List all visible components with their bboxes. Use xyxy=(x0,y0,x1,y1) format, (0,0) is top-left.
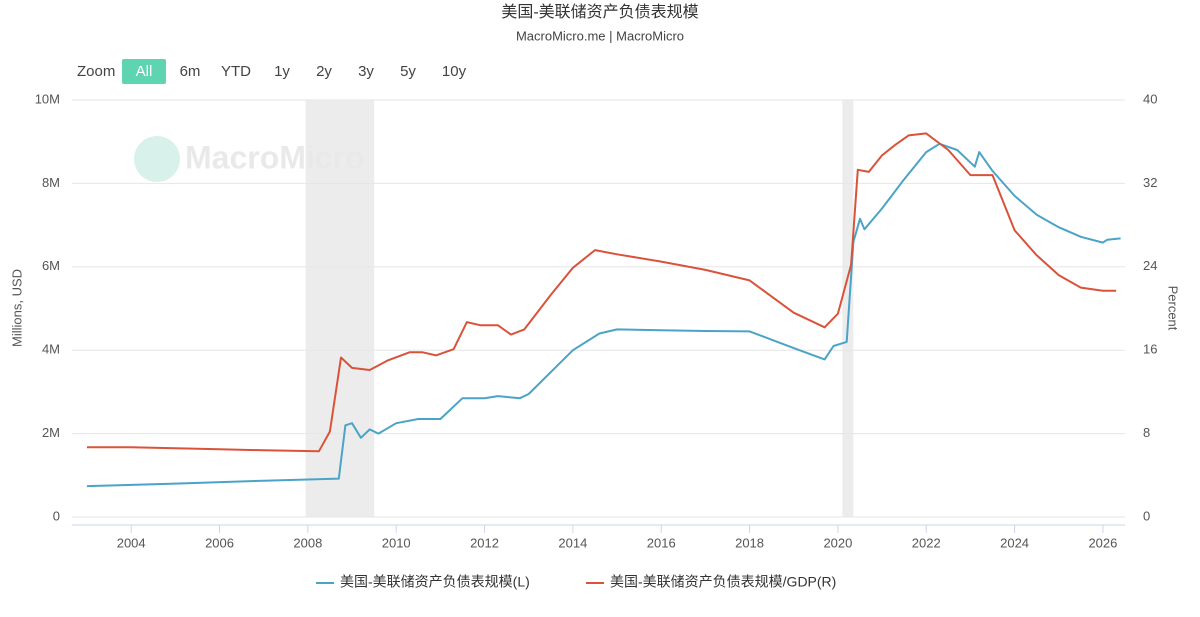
y2-tick-label: 16 xyxy=(1143,342,1157,357)
x-tick-label: 2004 xyxy=(117,535,146,550)
y2-tick-label: 32 xyxy=(1143,175,1157,190)
x-tick-label: 2012 xyxy=(470,535,499,550)
x-tick-label: 2018 xyxy=(735,535,764,550)
zoom-button[interactable]: 3y xyxy=(358,63,374,80)
series-line xyxy=(87,132,1117,453)
zoom-button[interactable]: 10y xyxy=(442,63,467,80)
x-tick-label: 2026 xyxy=(1088,535,1117,550)
y-axis-title: Millions, USD xyxy=(9,269,24,347)
y-tick-label: 8M xyxy=(42,175,60,190)
zoom-button-bg xyxy=(122,59,166,84)
y2-tick-label: 8 xyxy=(1143,425,1150,440)
y2-tick-label: 24 xyxy=(1143,258,1157,273)
y2-tick-label: 0 xyxy=(1143,508,1150,523)
x-tick-label: 2008 xyxy=(293,535,322,550)
recession-band xyxy=(842,100,854,517)
x-tick-label: 2020 xyxy=(823,535,852,550)
recession-band xyxy=(305,100,375,517)
chart-subtitle: MacroMicro.me | MacroMicro xyxy=(516,28,684,43)
x-tick-label: 2024 xyxy=(1000,535,1029,550)
x-tick-label: 2006 xyxy=(205,535,234,550)
y-tick-label: 6M xyxy=(42,258,60,273)
legend-label: 美国-美联储资产负债表规模(L) xyxy=(340,574,530,590)
y2-axis-title: Percent xyxy=(1166,286,1181,331)
zoom-button[interactable]: YTD xyxy=(221,63,251,80)
x-tick-label: 2010 xyxy=(382,535,411,550)
x-tick-label: 2022 xyxy=(912,535,941,550)
y-tick-label: 4M xyxy=(42,342,60,357)
y-tick-label: 0 xyxy=(53,508,60,523)
x-tick-label: 2016 xyxy=(647,535,676,550)
x-tick-label: 2014 xyxy=(558,535,587,550)
zoom-button[interactable]: 5y xyxy=(400,63,416,80)
y2-tick-label: 40 xyxy=(1143,91,1157,106)
zoom-label: Zoom xyxy=(77,63,115,80)
zoom-button[interactable]: 2y xyxy=(316,63,332,80)
chart-title: 美国-美联储资产负债表规模 xyxy=(501,3,698,21)
y-tick-label: 10M xyxy=(35,91,60,106)
y-tick-label: 2M xyxy=(42,425,60,440)
zoom-button[interactable]: 6m xyxy=(180,63,201,80)
series-line xyxy=(86,142,1121,488)
watermark-logo xyxy=(134,136,180,182)
zoom-button[interactable]: 1y xyxy=(274,63,290,80)
zoom-button[interactable]: All xyxy=(136,63,153,80)
legend-label: 美国-美联储资产负债表规模/GDP(R) xyxy=(610,574,836,590)
